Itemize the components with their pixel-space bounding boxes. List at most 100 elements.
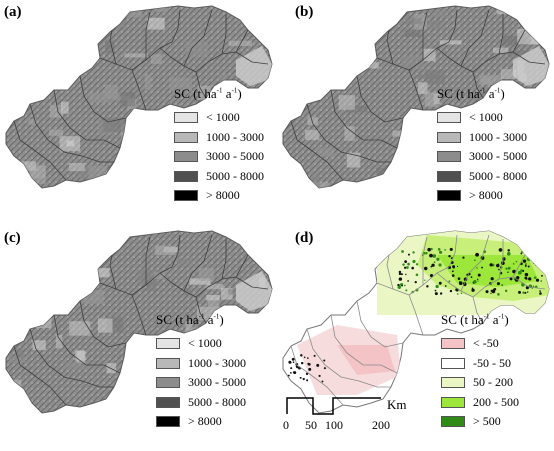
legend-label: < 1000 <box>206 110 240 125</box>
subbasin-boundary <box>448 9 458 43</box>
legend-item: < -50 <box>441 334 519 354</box>
scale-tick-50: 50 <box>305 418 317 432</box>
subbasin-boundary <box>53 89 121 149</box>
legend-label: 3000 - 5000 <box>469 149 527 164</box>
subbasin-boundary <box>290 345 344 406</box>
subbasin-boundary <box>512 51 546 65</box>
map-panel-c: (c) SC (t ha-1 a-1) < 1000 1000 - 3000 300… <box>0 225 277 451</box>
legend-swatch <box>174 131 198 143</box>
subbasin-boundary <box>472 296 484 324</box>
subbasin-boundary <box>422 236 428 285</box>
panel-label-c: (c) <box>4 230 21 246</box>
legend-label: < -50 <box>473 336 499 351</box>
panel-label-b: (b) <box>295 4 314 20</box>
legend-swatch <box>174 112 198 124</box>
legend-swatch <box>441 357 465 369</box>
subbasin-boundary <box>386 254 394 290</box>
legend-label: > 8000 <box>188 414 222 429</box>
legend-title: SC (t ha-1 a-1) <box>156 312 224 327</box>
basin-map-d <box>282 230 550 414</box>
legend-label: > 8000 <box>206 188 240 203</box>
subbasin-boundary <box>13 345 67 406</box>
legend-item: 5000 - 8000 <box>437 167 527 187</box>
subbasin-boundary <box>436 272 474 298</box>
subbasin-boundary <box>306 103 391 163</box>
subbasin-boundary <box>159 47 197 73</box>
legend-item: > 8000 <box>156 412 246 432</box>
legend-item: < 1000 <box>174 108 264 128</box>
legend-label: 1000 - 3000 <box>469 129 527 144</box>
scale-bar-line <box>286 397 381 415</box>
legend-swatch <box>174 170 198 182</box>
legend-swatch <box>441 396 465 408</box>
subbasin-boundary <box>472 71 484 99</box>
subbasin-boundary <box>460 9 490 67</box>
legend-item: > 500 <box>441 412 519 432</box>
legend-swatch <box>437 131 461 143</box>
subbasin-boundary <box>145 236 151 285</box>
subbasin-boundary <box>330 89 398 149</box>
legend-label: 200 - 500 <box>473 394 519 409</box>
subbasin-boundary <box>356 75 404 123</box>
subbasin-boundary <box>408 294 424 336</box>
subbasin-boundary <box>195 296 207 324</box>
subbasin-boundary <box>460 234 490 292</box>
legend-label: 5000 - 8000 <box>469 168 527 183</box>
legend-swatch <box>437 151 461 163</box>
legend-item: 5000 - 8000 <box>174 167 264 187</box>
scale-tick-100: 100 <box>325 418 343 432</box>
legend-sc-b: SC (t ha-1 a-1) < 1000 1000 - 3000 3000 - … <box>437 86 527 206</box>
subbasin-boundary <box>408 69 424 111</box>
subbasin-boundary <box>512 276 546 290</box>
legend-swatch <box>156 396 180 408</box>
subbasin-boundary <box>306 328 391 388</box>
legend-item: 1000 - 3000 <box>437 128 527 148</box>
legend-title: SC (t ha-1 a-1) <box>441 312 509 327</box>
legend-swatch <box>437 170 461 182</box>
subbasin-boundary <box>330 314 398 374</box>
legend-label: < 1000 <box>188 336 222 351</box>
legend-item: 50 - 200 <box>441 373 519 393</box>
subbasin-boundary <box>195 71 207 99</box>
subbasin-boundary <box>145 11 151 60</box>
legend-item: > 8000 <box>437 186 527 206</box>
legend-sc-c: SC (t ha-1 a-1) < 1000 1000 - 3000 3000 - … <box>156 312 246 432</box>
legend-item: 5000 - 8000 <box>156 393 246 413</box>
legend-label: 3000 - 5000 <box>206 149 264 164</box>
basin-map-b <box>282 5 550 189</box>
subbasin-boundary <box>131 294 147 336</box>
subbasin-boundary <box>386 29 394 65</box>
subbasin-boundary <box>131 266 173 296</box>
legend-swatch <box>156 357 180 369</box>
subbasin-boundary <box>436 47 474 73</box>
subbasin-boundary <box>235 51 269 65</box>
legend-item: 3000 - 5000 <box>156 373 246 393</box>
legend-item: < 1000 <box>156 334 246 354</box>
basin-map-a <box>5 5 273 189</box>
subbasin-boundary <box>13 120 67 181</box>
legend-item: > 8000 <box>174 186 264 206</box>
legend-label: 1000 - 3000 <box>206 129 264 144</box>
change-zone <box>337 345 395 375</box>
legend-swatch <box>156 338 180 350</box>
legend-label: 5000 - 8000 <box>206 168 264 183</box>
subbasin-boundary <box>448 234 458 268</box>
legend-swatch <box>174 190 198 202</box>
subbasin-boundary <box>498 14 504 55</box>
legend-sc-a: SC (t ha-1 a-1) < 1000 1000 - 3000 3000 - … <box>174 86 264 206</box>
subbasin-boundary <box>183 234 213 292</box>
legend-label: > 8000 <box>469 188 503 203</box>
legend-swatch <box>437 112 461 124</box>
subbasin-boundary <box>356 300 404 348</box>
legend-label: 3000 - 5000 <box>188 375 246 390</box>
legend-swatch <box>441 416 465 428</box>
map-panel-b: (b) SC (t ha-1 a-1) < 1000 1000 - 3000 300… <box>277 0 554 225</box>
subbasin-boundary <box>109 29 117 65</box>
subbasin-boundary <box>171 234 181 268</box>
subbasin-boundary <box>131 41 173 71</box>
legend-label: -50 - 50 <box>473 355 511 370</box>
subbasin-boundary <box>221 14 227 55</box>
subbasin-boundary <box>290 120 344 181</box>
legend-item: 200 - 500 <box>441 393 519 413</box>
legend-swatch <box>441 377 465 389</box>
